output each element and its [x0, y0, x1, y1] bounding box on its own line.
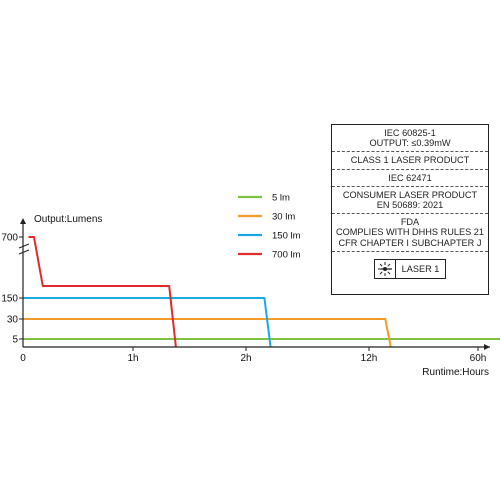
y-axis-label: Output:Lumens — [34, 214, 102, 225]
series-layer — [23, 236, 500, 348]
legend: 5 lm 30 lm 150 lm 700 lm — [238, 193, 301, 261]
legend-label: 30 lm — [272, 212, 295, 223]
x-tick-label: 1h — [127, 353, 138, 364]
legend-label: 5 lm — [272, 193, 290, 204]
cert-line: IEC 60825-1 — [384, 128, 436, 138]
cert-section-class1: CLASS 1 LASER PRODUCT — [332, 152, 488, 170]
y-tick-label: 700 — [1, 233, 18, 244]
cert-line: COMPLIES WITH DHHS RULES 21 — [335, 227, 485, 238]
cert-line: FDA — [400, 217, 420, 228]
cert-section-fda: FDA COMPLIES WITH DHHS RULES 21 CFR CHAP… — [332, 214, 488, 252]
x-axis-arrow — [484, 344, 490, 350]
y-tick-label: 150 — [1, 294, 18, 305]
cert-section-iec62471: IEC 62471 — [332, 170, 488, 187]
series-line-5-lm — [23, 338, 500, 340]
cert-section-consumer: CONSUMER LASER PRODUCT EN 50689: 2021 — [332, 187, 488, 215]
y-axis-break — [18, 249, 30, 255]
laser-label-row: LASER 1 — [332, 252, 488, 279]
series-line-30-lm — [23, 318, 392, 348]
cert-line: EN 50689: 2021 — [376, 200, 444, 211]
cert-line: CONSUMER LASER PRODUCT — [342, 189, 478, 200]
laser-label: LASER 1 — [373, 258, 447, 279]
y-tick-label: 30 — [7, 315, 19, 326]
cert-line: OUTPUT: ≤0.39mW — [369, 138, 451, 149]
x-axis-label: Runtime:Hours — [422, 367, 489, 378]
series-line-150-lm — [23, 297, 272, 348]
x-tick-label: 0 — [20, 353, 26, 364]
y-axis-break — [18, 243, 30, 249]
laser-label-text: LASER 1 — [401, 263, 440, 274]
cert-line: CLASS 1 LASER PRODUCT — [350, 155, 470, 166]
legend-label: 700 lm — [272, 250, 301, 261]
y-axis-arrow — [20, 218, 26, 224]
cert-line: IEC 62471 — [388, 172, 432, 183]
y-tick-label: 5 — [12, 335, 18, 346]
axes: Output:Lumens Runtime:Hours 0 1h 2h 12h 60h 5 30… — [1, 214, 490, 378]
x-tick-label: 12h — [361, 353, 378, 364]
certification-box: IEC 60825-1 OUTPUT: ≤0.39mW CLASS 1 LASE… — [331, 124, 489, 295]
cert-section-iec60825: IEC 60825-1 OUTPUT: ≤0.39mW — [332, 125, 488, 153]
cert-line: CFR CHAPTER I SUBCHAPTER J — [338, 237, 482, 248]
x-tick-label: 60h — [470, 353, 487, 364]
x-tick-label: 2h — [240, 353, 251, 364]
series-line-700-lm — [28, 236, 177, 348]
legend-label: 150 lm — [272, 231, 301, 242]
laser-starburst-icon — [375, 259, 396, 278]
